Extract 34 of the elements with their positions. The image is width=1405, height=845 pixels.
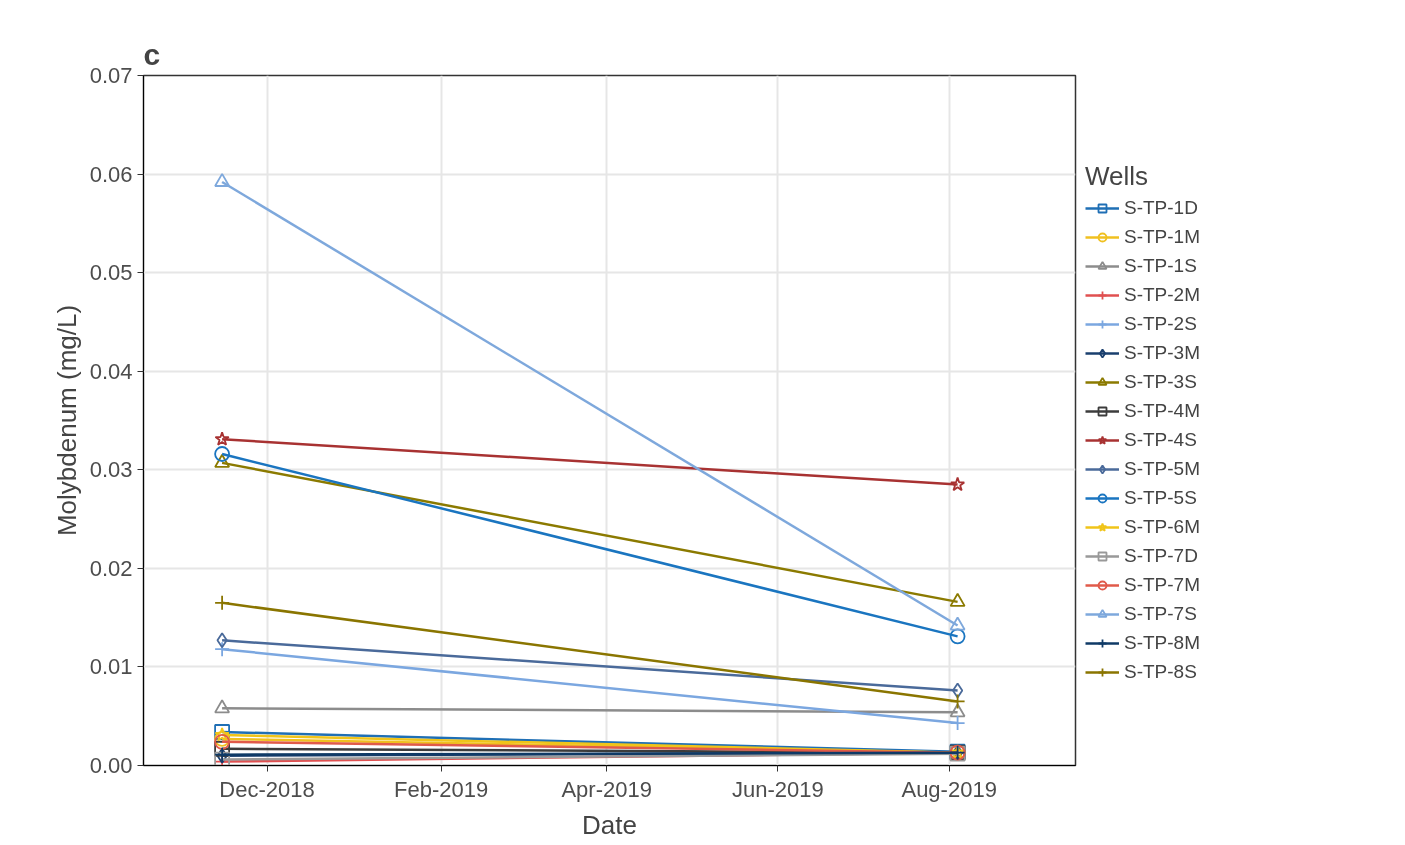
- y-tick-label: 0.01: [89, 654, 133, 680]
- y-tick-label: 0.05: [89, 260, 133, 286]
- legend-label: S-TP-7D: [1124, 544, 1198, 567]
- legend-label: S-TP-1S: [1124, 254, 1197, 277]
- legend-label: S-TP-5S: [1124, 486, 1197, 509]
- legend-label: S-TP-2M: [1124, 283, 1200, 306]
- y-tick-label: 0.04: [89, 358, 133, 384]
- x-tick-label: Dec-2018: [219, 776, 315, 802]
- legend-label: S-TP-7M: [1124, 573, 1200, 596]
- legend-label: S-TP-2S: [1124, 312, 1197, 335]
- x-tick-label: Aug-2019: [901, 776, 997, 802]
- y-tick-label: 0.00: [89, 753, 133, 778]
- y-tick-label: 0.02: [89, 555, 133, 581]
- legend-label: S-TP-8S: [1124, 660, 1197, 683]
- x-axis-title: Date: [582, 809, 637, 840]
- y-tick-label: 0.06: [89, 161, 133, 187]
- y-tick-label: 0.03: [89, 457, 133, 483]
- legend-label: S-TP-1M: [1124, 225, 1200, 248]
- legend-label: S-TP-4M: [1124, 399, 1200, 422]
- x-tick-label: Feb-2019: [393, 776, 489, 802]
- legend-label: S-TP-6M: [1124, 515, 1200, 538]
- legend-label: S-TP-3M: [1124, 341, 1200, 364]
- legend-title: Wells: [1085, 160, 1150, 192]
- y-axis-title: Molybdenum (mg/L): [51, 304, 82, 537]
- legend-label: S-TP-3S: [1124, 370, 1197, 393]
- legend-label: S-TP-5M: [1124, 457, 1200, 480]
- legend-label: S-TP-4S: [1124, 428, 1197, 451]
- legend-label: S-TP-1D: [1124, 196, 1198, 219]
- chart-title: c: [143, 37, 161, 71]
- x-tick-label: Jun-2019: [732, 776, 824, 802]
- x-tick-label: Apr-2019: [561, 776, 652, 802]
- legend-label: S-TP-7S: [1124, 602, 1197, 625]
- legend-label: S-TP-8M: [1124, 631, 1200, 654]
- y-tick-label: 0.07: [89, 63, 133, 88]
